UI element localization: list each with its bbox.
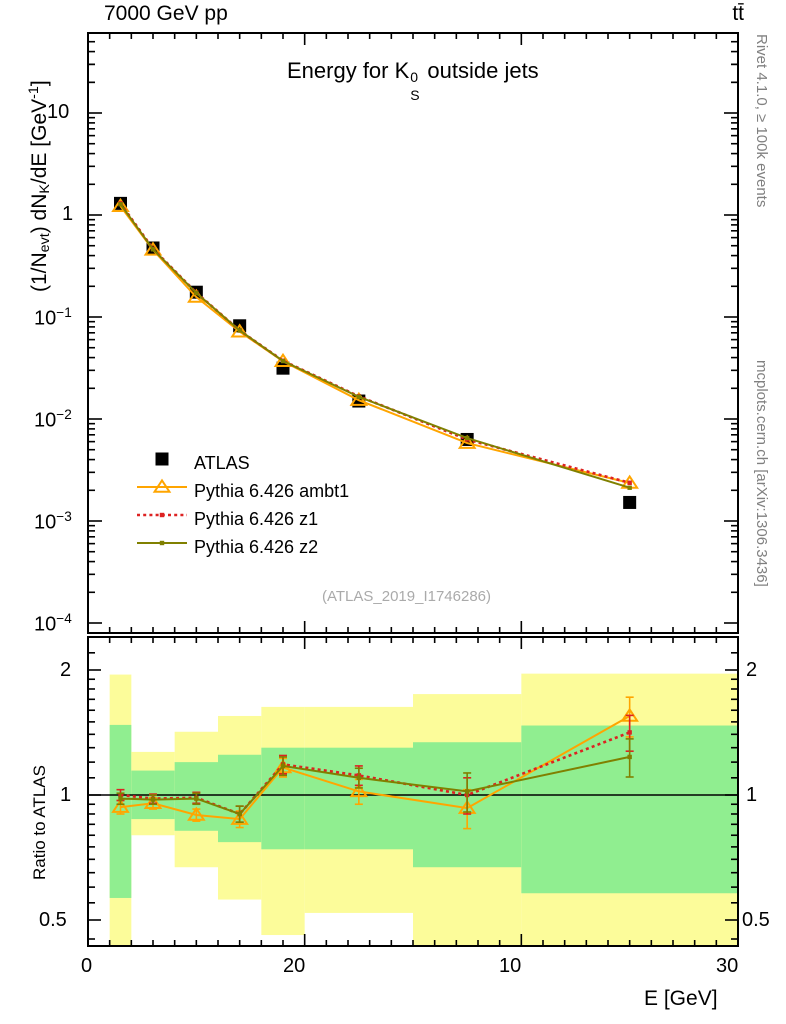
ratio-ytick-2-left: 2 [60, 659, 72, 681]
legend-label-atlas: ATLAS [194, 453, 250, 473]
main-ytick-5: 10−4 [34, 611, 72, 636]
series-line [120, 715, 631, 821]
xtick-20: 20 [283, 955, 306, 977]
marker-dot [356, 775, 362, 781]
marker-triangle [143, 241, 163, 256]
legend-label-z2: Pythia 6.426 z2 [194, 537, 319, 557]
legend-markers [137, 452, 187, 546]
marker-dot [150, 247, 156, 252]
marker-triangle [187, 806, 206, 821]
main-ytick-3: 10−2 [34, 407, 72, 432]
marker-triangle [457, 434, 477, 449]
marker-dot [356, 394, 362, 400]
marker-dot [627, 754, 632, 760]
marker-dot [159, 540, 165, 546]
header-process-label: tt̄ [732, 2, 744, 25]
ratio-uncertainty-bands [109, 673, 738, 946]
marker-dot [150, 797, 156, 802]
series-line [119, 205, 630, 484]
marker-dot [627, 485, 632, 490]
analysis-id-watermark: (ATLAS_2019_I1746286) [322, 588, 492, 605]
series-line [120, 755, 630, 816]
main-series-pythia-6-426-z2 [118, 202, 632, 490]
xtick-0: 0 [81, 955, 93, 977]
main-series-atlas [114, 196, 637, 509]
marker-square [155, 452, 169, 466]
marker-dot [464, 435, 470, 441]
ratio-ytick-05-left: 0.5 [39, 909, 67, 931]
ratio-series-pythia-6-426-z2 [116, 738, 634, 823]
marker-dot [118, 202, 123, 207]
marker-dot [627, 730, 632, 735]
ratio-ytick-2-right: 2 [746, 659, 758, 681]
x-axis-label: E [GeV] [644, 987, 718, 1010]
marker-triangle [143, 794, 163, 810]
main-ytick-1: 1 [62, 203, 74, 225]
marker-dot [627, 480, 632, 485]
marker-triangle [349, 783, 369, 798]
axis-ticks [87, 33, 739, 946]
marker-dot [280, 763, 286, 769]
legend-label-z1: Pythia 6.426 z1 [194, 509, 319, 529]
marker-triangle [111, 798, 130, 813]
marker-triangle [152, 478, 172, 493]
marker-square [276, 361, 290, 375]
xtick-10: 10 [499, 955, 522, 977]
main-ytick-2: 10−1 [34, 305, 72, 330]
legend-label-ambt1: Pythia 6.426 ambt1 [194, 481, 350, 501]
header-beam-label: 7000 GeV pp [104, 2, 228, 25]
main-series-pythia-6-426-ambt1 [111, 197, 639, 489]
ratio-ytick-1-right: 1 [746, 784, 758, 806]
marker-dot [118, 796, 123, 801]
marker-triangle [230, 323, 249, 338]
marker-dot [464, 789, 470, 794]
main-ytick-4: 10−3 [34, 509, 72, 534]
marker-dot [159, 512, 165, 518]
series-line [119, 202, 631, 485]
series-line [119, 203, 630, 489]
marker-dot [194, 796, 199, 801]
marker-square [623, 495, 637, 509]
main-ytick-0: 10 [47, 101, 70, 123]
marker-dot [237, 328, 242, 333]
marker-dot [237, 811, 242, 817]
marker-triangle [273, 352, 293, 368]
marker-dot [194, 290, 199, 296]
marker-triangle [111, 197, 130, 212]
marker-triangle [230, 810, 249, 825]
main-series-pythia-6-426-z1 [118, 201, 632, 485]
ratio-ytick-1-left: 1 [60, 784, 72, 806]
xtick-30: 30 [716, 955, 739, 977]
marker-dot [280, 358, 286, 364]
ratio-ytick-05-right: 0.5 [742, 909, 770, 931]
